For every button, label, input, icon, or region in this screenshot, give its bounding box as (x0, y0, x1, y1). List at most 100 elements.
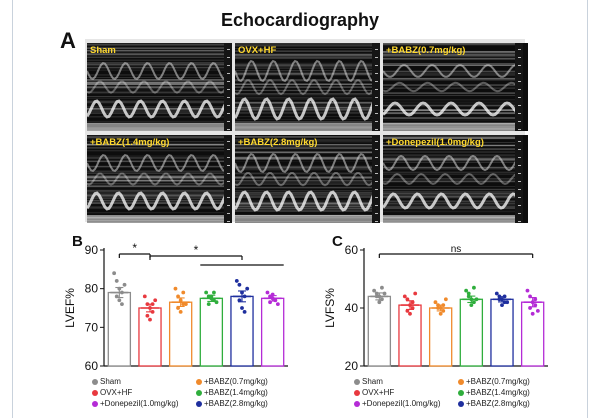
echo-texture-band (383, 191, 523, 193)
echo-texture-band (235, 157, 380, 160)
echo-texture-band (235, 144, 380, 146)
echo-texture-band (235, 156, 380, 159)
echo-texture-band (235, 73, 380, 75)
echo-texture-band (87, 86, 232, 88)
echo-scale-tick (375, 165, 378, 166)
echo-texture-band (87, 96, 232, 98)
echo-scale-tick (227, 173, 230, 174)
echo-texture-band (87, 53, 232, 56)
echo-texture-band (235, 67, 380, 69)
echo-texture-band (383, 58, 523, 60)
echocardiography-grid: Sham OVX+HF +BABZ(0.7mg/kg) +BABZ(1.4mg/… (85, 39, 528, 223)
data-point (237, 282, 242, 287)
echo-scale-tick (375, 221, 378, 222)
echo-texture-band (87, 211, 232, 213)
data-point (112, 271, 117, 276)
echo-texture-band (383, 162, 523, 163)
echo-texture-band (383, 154, 523, 156)
data-point (528, 294, 532, 299)
echo-texture-band (235, 172, 380, 175)
echo-scale-tick (518, 73, 521, 74)
echo-texture-band (235, 47, 380, 49)
echo-texture-band (87, 81, 232, 83)
echo-texture-band (235, 112, 380, 114)
legend-marker (196, 389, 202, 396)
echo-texture-band (87, 82, 232, 84)
data-point (408, 311, 412, 316)
echo-scale-tick (227, 157, 230, 158)
echo-texture-band (87, 108, 232, 111)
echo-texture-band (87, 177, 232, 179)
echo-texture-band (383, 51, 523, 53)
data-point (181, 290, 186, 295)
echo-scale-strip (372, 135, 380, 223)
legend-label: +BABZ(0.7mg/kg) (466, 377, 530, 386)
echo-texture-band (87, 109, 232, 111)
data-point (382, 291, 387, 296)
legend-item: +Donepezil(1.0mg/kg) (92, 399, 178, 408)
echo-texture-band (235, 86, 380, 88)
echo-texture-band (235, 157, 380, 159)
echo-texture-band (383, 192, 523, 194)
echo-texture-band (235, 107, 380, 108)
echo-texture-band (87, 147, 232, 149)
echo-texture-band (87, 83, 232, 85)
data-point (436, 303, 440, 307)
echo-texture-band (383, 57, 523, 60)
echo-scale-tick (227, 129, 230, 130)
legend-label: OVX+HF (100, 388, 133, 397)
echo-scale-tick (375, 65, 378, 66)
echo-texture-band (87, 100, 232, 102)
figure-title: Echocardiography (220, 10, 380, 30)
echo-texture-band (383, 64, 523, 66)
y-axis-label: LVFS% (323, 288, 337, 328)
echo-texture-band (383, 51, 523, 53)
echo-texture-band (87, 202, 232, 204)
legend-item: +BABZ(0.7mg/kg) (458, 377, 530, 386)
data-point (402, 294, 407, 299)
echo-texture-band (235, 207, 380, 210)
echo-texture-band (235, 165, 380, 168)
echo-texture-band (235, 205, 380, 207)
data-point (150, 309, 155, 314)
echo-texture-band (235, 43, 380, 45)
echo-texture-band (87, 79, 232, 81)
echo-scale-tick (227, 141, 230, 142)
echo-texture-band (87, 189, 232, 191)
echo-texture-band (235, 136, 380, 138)
echo-scale-tick (375, 121, 378, 122)
y-tick-label: 60 (85, 359, 99, 373)
echo-texture-band (383, 189, 523, 190)
echo-texture-band (235, 180, 380, 182)
echo-texture-band (235, 186, 380, 189)
echo-bottom-band (235, 123, 380, 131)
echo-texture-band (383, 113, 523, 115)
echo-wall-trace (383, 173, 523, 185)
echo-texture-band (87, 86, 232, 89)
echo-texture-band (383, 51, 523, 53)
echo-scale-tick (518, 57, 521, 58)
echo-scale-tick (518, 141, 521, 142)
echo-texture-band (235, 200, 380, 202)
echo-texture-band (383, 94, 523, 96)
echo-texture-band (87, 59, 232, 61)
echo-texture-band (87, 165, 232, 168)
echo-texture-band (87, 157, 232, 159)
data-point (410, 306, 415, 310)
echo-texture-band (87, 49, 232, 52)
echo-texture-band (235, 202, 380, 204)
echo-texture-band (87, 64, 232, 66)
data-point (212, 290, 216, 295)
echo-texture-band (87, 172, 232, 175)
echo-texture-band (87, 82, 232, 84)
data-point (122, 282, 127, 287)
echo-texture-band (235, 144, 380, 145)
echo-texture-band (87, 165, 232, 167)
echo-texture-band (383, 53, 523, 55)
echo-texture-band (87, 199, 232, 201)
legend-marker (354, 378, 360, 385)
echo-texture-band (87, 143, 232, 146)
echo-scale-tick (227, 221, 230, 222)
echo-texture-band (383, 138, 523, 140)
echo-texture-band (87, 143, 232, 146)
